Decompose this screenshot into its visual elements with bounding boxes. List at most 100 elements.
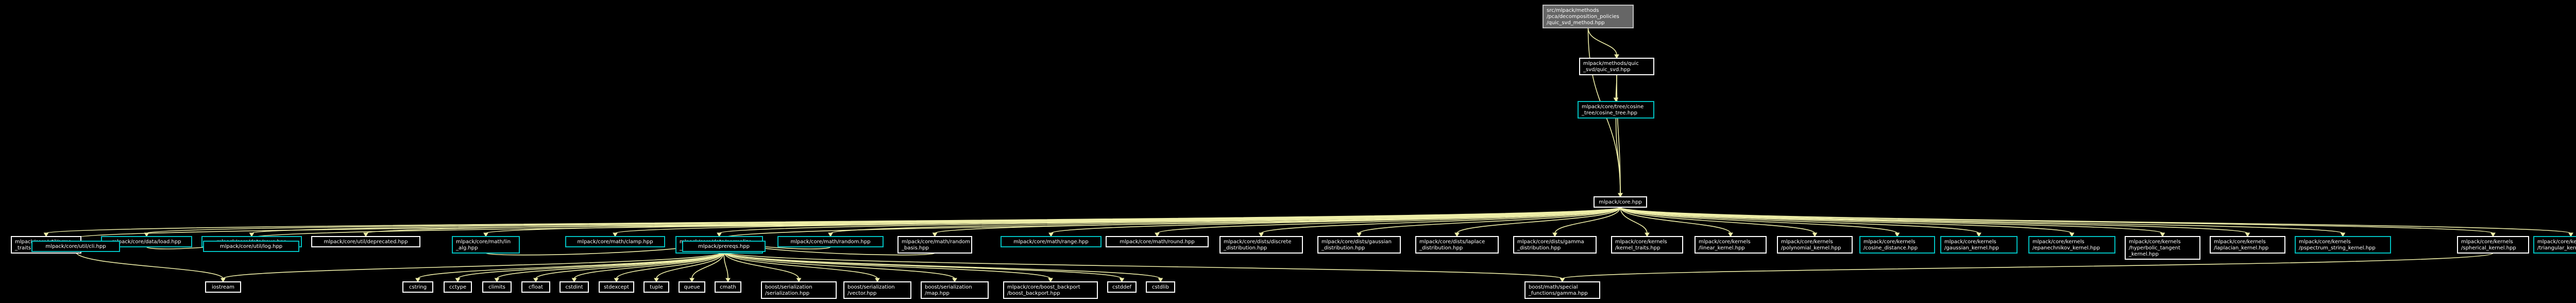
edge-arrowhead — [1048, 278, 1053, 283]
node-label-line: /vector.hpp — [848, 291, 876, 296]
node-box — [2028, 236, 2115, 254]
node-box — [2210, 236, 2285, 254]
edge-arrowhead — [613, 232, 618, 238]
edge-arrowhead — [2340, 232, 2346, 238]
node-label-line: _traits.hpp — [14, 245, 42, 251]
edge-arrowhead — [1560, 278, 1565, 283]
node-label-line: /epanechnikov_kernel.hpp — [2032, 245, 2100, 251]
node-box — [761, 281, 837, 299]
node-cosine-tree[interactable]: mlpack/core/tree/cosine_tree/cosine_tree… — [1578, 101, 1654, 119]
node-box — [679, 281, 705, 293]
node-log-hpp[interactable]: mlpack/core/util/log.hpp — [203, 241, 299, 252]
edge-line — [1620, 207, 1731, 234]
node-box — [482, 281, 512, 293]
edge-arrowhead — [1119, 278, 1125, 283]
edge-line — [723, 251, 800, 279]
node-label-line: /pspectrum_string_kernel.hpp — [2299, 245, 2376, 251]
node-label-line: mlpack/core/util/deprecated.hpp — [324, 239, 408, 245]
node-label-line: mlpack/core/kernels — [2214, 239, 2266, 245]
node-label-line: mlpack/core/kernels — [1615, 239, 1667, 245]
edge-core-to-kernel_traits — [1620, 207, 1650, 238]
node-box — [1415, 236, 1499, 254]
node-box — [1513, 236, 1597, 254]
node-box — [444, 281, 472, 293]
edge-line — [656, 251, 724, 279]
node-box — [1611, 236, 1683, 254]
node-label-line: mlpack/core/util/cli.hpp — [45, 244, 106, 249]
node-cfloat: cfloat — [521, 281, 550, 293]
edge-arrowhead — [1894, 232, 1900, 238]
edge-core-to-hyperbolic_kernel — [1620, 207, 2165, 238]
node-label-line: mlpack/core/dists/discrete — [1224, 239, 1291, 245]
node-label-line: mlpack/core/math/clamp.hpp — [578, 239, 653, 245]
node-label-line: _distribution.hpp — [1419, 245, 1463, 251]
edge-arrowhead — [415, 278, 420, 283]
node-label-line: mlpack/core/dists/gamma — [1517, 239, 1584, 245]
edge-line — [1261, 207, 1621, 234]
node-label-line: mlpack/core/math/lin — [456, 239, 511, 245]
node-pspectrum-kernel[interactable]: mlpack/core/kernels/pspectrum_string_ker… — [2295, 236, 2391, 254]
node-boost-serialization: boost/serialization/serialization.hpp — [761, 281, 837, 299]
node-label-line: mlpack/core/data/load.hpp — [112, 239, 181, 245]
node-label-line: /boost_backport.hpp — [1007, 291, 1060, 296]
node-label-line: /pca/decomposition_policies — [1547, 14, 1619, 20]
edge-line — [723, 251, 1563, 279]
node-gaussian-kernel[interactable]: mlpack/core/kernels/gaussian_kernel.hpp — [1940, 236, 2018, 254]
edge-core-to-gaussian_kernel — [1620, 207, 1981, 238]
node-label-line: /kernel_traits.hpp — [1615, 245, 1660, 251]
node-cstdlib: cstdlib — [1146, 281, 1175, 293]
edge-line — [723, 251, 728, 279]
node-cli-hpp[interactable]: mlpack/core/util/cli.hpp — [31, 241, 120, 252]
edge-prereqs-to-boost_backport — [723, 251, 1053, 283]
node-laplacian-kernel: mlpack/core/kernels/laplacian_kernel.hpp — [2210, 236, 2285, 254]
node-label-line: iostream — [212, 284, 234, 290]
node-deprecated: mlpack/core/util/deprecated.hpp — [311, 236, 420, 247]
node-label-line: /quic_svd_method.hpp — [1547, 20, 1605, 26]
node-root: src/mlpack/methods/pca/decomposition_pol… — [1543, 5, 1634, 28]
node-box — [1317, 236, 1401, 254]
node-label-line: cfloat — [529, 284, 543, 290]
node-math-range[interactable]: mlpack/core/math/range.hpp — [1001, 236, 1101, 247]
edge-arrowhead — [689, 278, 694, 283]
edge-line — [535, 251, 724, 279]
node-box — [452, 236, 520, 254]
edge-arrowhead — [1155, 232, 1160, 238]
edge-prereqs-to-stdexcept — [614, 251, 724, 283]
edge-prereqs-to-iostream — [221, 251, 724, 283]
node-box — [1777, 236, 1853, 254]
edge-arrowhead — [1552, 232, 1557, 238]
node-label-line: boost/serialization — [848, 284, 895, 290]
node-box — [1219, 236, 1303, 254]
node-triangular-kernel[interactable]: mlpack/core/kernels/triangular_kernel.hp… — [2533, 236, 2576, 254]
node-math-clamp[interactable]: mlpack/core/math/clamp.hpp — [565, 236, 665, 247]
edge-line — [723, 251, 955, 279]
node-label-line: mlpack/core/math/random — [902, 239, 970, 245]
edge-line — [1587, 27, 1617, 56]
node-box — [2533, 236, 2576, 254]
node-label-line: _distribution.hpp — [1517, 245, 1561, 251]
edge-line — [223, 251, 724, 279]
edge-arrowhead — [533, 278, 538, 283]
node-math-lin-alg[interactable]: mlpack/core/math/lin_alg.hpp — [452, 236, 520, 254]
node-box — [715, 281, 741, 293]
node-box — [521, 281, 550, 293]
edge-cosine_tree-to-core — [1615, 117, 1623, 198]
edge-line — [1620, 207, 2163, 234]
node-label-line: mlpack/core/math/range.hpp — [1013, 239, 1088, 245]
edge-arrowhead — [1645, 232, 1650, 238]
node-label-line: mlpack/core/kernels — [2299, 239, 2351, 245]
node-label-line: mlpack/core/kernels — [1944, 239, 1996, 245]
node-label-line: queue — [684, 284, 700, 290]
node-cosine-distance[interactable]: mlpack/core/kernels/cosine_distance.hpp — [1859, 236, 1935, 254]
node-epanechnikov-kernel[interactable]: mlpack/core/kernels/epanechnikov_kernel.… — [2028, 236, 2115, 254]
edge-line — [1616, 74, 1621, 194]
node-prereqs[interactable]: mlpack/prereqs.hpp — [682, 241, 766, 252]
edge-arrowhead — [2069, 232, 2075, 238]
node-math-random[interactable]: mlpack/core/math/random.hpp — [777, 236, 884, 247]
node-label-line: mlpack/core/math/round.hpp — [1120, 239, 1194, 245]
edge-arrowhead — [1728, 232, 1733, 238]
node-box — [1594, 196, 1647, 208]
node-label-line: _svd/quic_svd.hpp — [1583, 67, 1631, 73]
edge-arrowhead — [455, 278, 461, 283]
node-label-line: cstddef — [1112, 284, 1131, 290]
